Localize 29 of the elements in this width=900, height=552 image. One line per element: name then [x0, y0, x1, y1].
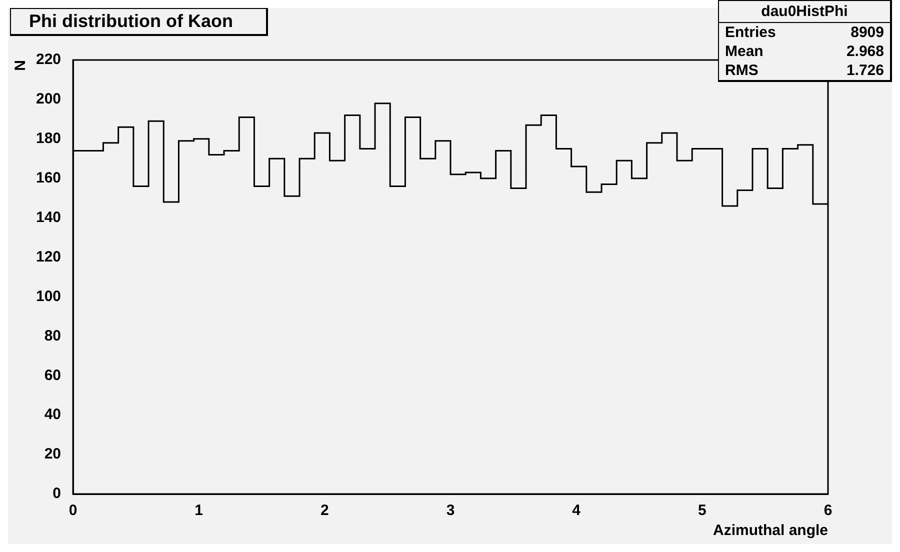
- text: dau0HistPhi: [719, 1, 890, 23]
- y-tick-label: 100: [36, 288, 62, 305]
- text: 8909: [850, 24, 884, 41]
- y-tick-label: 220: [36, 51, 62, 68]
- annotation: RMS: [725, 62, 758, 79]
- x-tick-label: 6: [824, 502, 832, 520]
- x-tick-label: 1: [194, 502, 204, 520]
- annotation: Mean: [725, 43, 764, 60]
- y-tick-label: 200: [36, 90, 62, 108]
- x-axis-title: Azimuthal angle: [712, 522, 828, 540]
- y-tick-label: 80: [44, 327, 62, 344]
- x-tick-label: 3: [446, 502, 455, 520]
- y-tick-label: 20: [44, 446, 62, 463]
- x-tick-label: 4: [572, 502, 582, 520]
- y-tick-label: 0: [52, 485, 62, 502]
- y-tick-label: 40: [44, 406, 62, 424]
- y-tick-label: 120: [36, 248, 62, 266]
- x-tick-label: 5: [698, 502, 706, 520]
- x-tick-label: 0: [68, 502, 78, 520]
- y-tick-label: 180: [36, 130, 62, 148]
- y-tick-label: 140: [36, 208, 62, 226]
- text: Entries: [725, 24, 776, 41]
- y-axis-title: N: [12, 60, 30, 71]
- y-tick-label: 60: [44, 366, 62, 384]
- chart-title: Phi distribution of Kaon: [10, 8, 268, 36]
- text: 2.968: [846, 43, 884, 60]
- x-tick-label: 2: [320, 502, 329, 520]
- y-tick-label: 160: [36, 170, 62, 187]
- text: 1.726: [846, 62, 884, 79]
